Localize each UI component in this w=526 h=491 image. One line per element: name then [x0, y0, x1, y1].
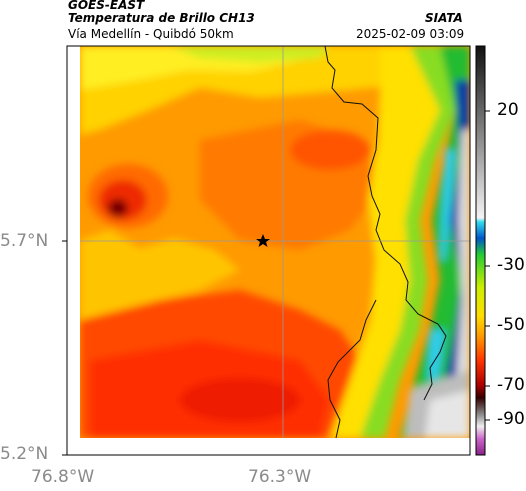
lon-tick-label: 76.3°W — [248, 467, 312, 487]
lat-tick-label: 5.2°N — [0, 444, 49, 464]
lat-tick-label: 5.7°N — [0, 231, 49, 251]
brightness-temperature-field — [80, 46, 470, 438]
colorbar-label: -50 — [497, 315, 525, 335]
satellite-title: GOES-EAST — [68, 0, 145, 12]
colorbar-label: -70 — [497, 375, 525, 395]
colorbar-label: -30 — [497, 255, 525, 275]
timestamp-label: 2025-02-09 03:09 — [356, 27, 465, 41]
region-title: Vía Medellín - Quibdó 50km — [68, 27, 234, 41]
product-title: Temperatura de Brillo CH13 — [68, 11, 255, 25]
lon-tick-label: 76.8°W — [31, 467, 95, 487]
colorbar-ticks — [485, 110, 490, 421]
colorbar — [475, 45, 486, 456]
star-icon — [256, 234, 270, 247]
colorbar-label: -90 — [497, 409, 525, 429]
agency-label: SIATA — [425, 11, 463, 25]
colorbar-label: 20 — [497, 100, 519, 120]
